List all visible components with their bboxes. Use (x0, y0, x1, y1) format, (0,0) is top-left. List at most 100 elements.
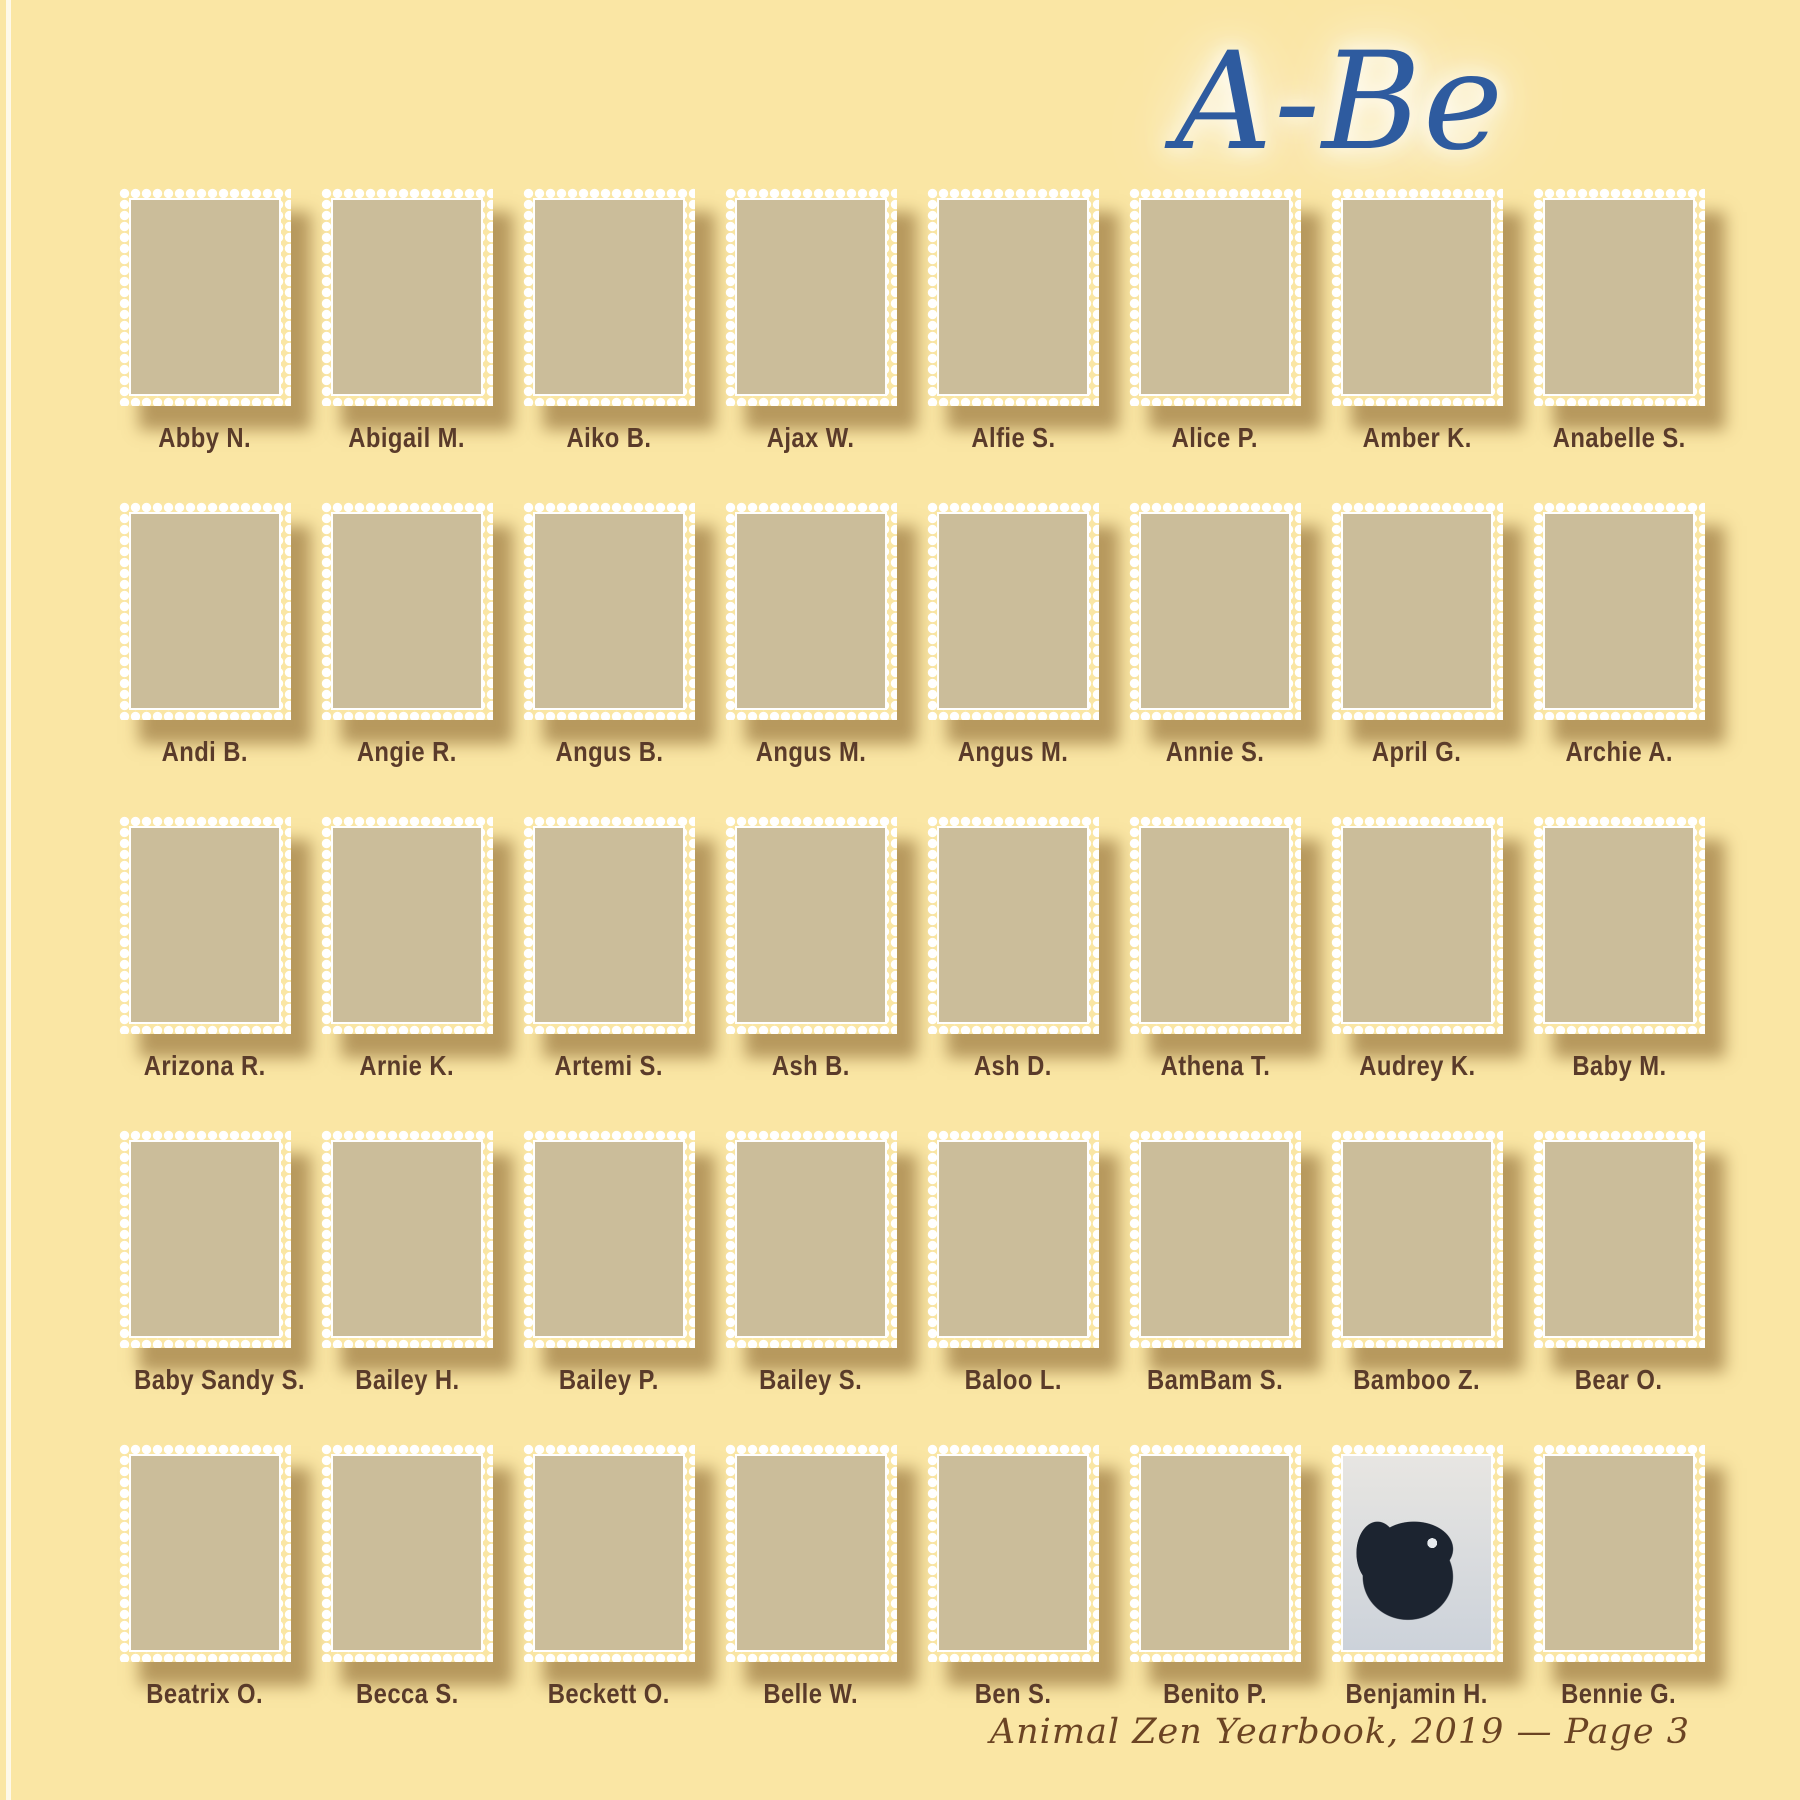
pet-photo-stamp-frame (927, 502, 1099, 720)
pet-photo-stamp-frame (725, 188, 897, 406)
pet-photo-stamp-frame (1533, 502, 1705, 720)
pet-name-label: Ash B. (772, 1050, 850, 1081)
pet-name-label: Artemi S. (554, 1050, 664, 1081)
pet-photo-stamp-frame (1129, 816, 1301, 1034)
dog-photo (1543, 1454, 1695, 1652)
pet-photo-stamp-frame (1533, 1444, 1705, 1662)
pet-photo-stamp-frame (119, 188, 291, 406)
pet-cell: Archie A. (1533, 502, 1705, 768)
dog-photo (1139, 198, 1291, 396)
dog-photo (533, 1454, 685, 1652)
pet-cell: Anabelle S. (1533, 188, 1705, 454)
pet-photo-stamp-frame (119, 502, 291, 720)
dog-photo (1543, 1140, 1695, 1338)
pet-name-label: Benjamin H. (1345, 1678, 1489, 1709)
dog-photo (331, 826, 483, 1024)
pet-name-label: Angus B. (555, 736, 663, 767)
pet-name-label: Amber K. (1362, 422, 1472, 453)
pet-cell: Abigail M. (321, 188, 493, 454)
pet-photo-stamp-frame (1533, 1130, 1705, 1348)
pet-name-label: Anabelle S. (1552, 422, 1686, 453)
dog-photo (937, 826, 1089, 1024)
pet-photo-stamp-frame (725, 502, 897, 720)
pet-name-label: Bailey S. (759, 1364, 863, 1395)
page-footer: Animal Zen Yearbook, 2019 — Page 3 (989, 1712, 1690, 1752)
pet-cell: Bailey H. (321, 1130, 493, 1396)
pet-photo-stamp-frame (1129, 1444, 1301, 1662)
pet-name-label: Bennie G. (1561, 1678, 1677, 1709)
dog-photo (1543, 512, 1695, 710)
pet-cell: Bear O. (1533, 1130, 1705, 1396)
pet-name-label: Bear O. (1575, 1364, 1663, 1395)
pet-grid: Abby N. Abigail M. Aiko B. Ajax W. Alfie S. A… (119, 188, 1705, 1710)
pet-cell: Bailey S. (725, 1130, 897, 1396)
cat-photo (331, 512, 483, 710)
page-title: A-Be (1174, 23, 1505, 180)
pet-name-label: Benito P. (1163, 1678, 1267, 1709)
pet-cell: Audrey K. (1331, 816, 1503, 1082)
pet-name-label: Beatrix O. (146, 1678, 264, 1709)
dog-photo (129, 826, 281, 1024)
pet-cell: Ajax W. (725, 188, 897, 454)
pet-name-label: BamBam S. (1146, 1364, 1284, 1395)
pet-name-label: Ben S. (974, 1678, 1052, 1709)
pet-name-label: Arnie K. (359, 1050, 455, 1081)
pet-cell: Beatrix O. (119, 1444, 291, 1710)
dog-photo (937, 198, 1089, 396)
pet-cell: Angus M. (725, 502, 897, 768)
pet-cell: Baloo L. (927, 1130, 1099, 1396)
pet-cell: Athena T. (1129, 816, 1301, 1082)
dog-photo (1543, 198, 1695, 396)
pet-name-label: Beckett O. (548, 1678, 670, 1709)
dog-photo (1139, 1454, 1291, 1652)
pet-photo-stamp-frame (523, 816, 695, 1034)
pet-name-label: Baby Sandy S. (134, 1364, 305, 1395)
pet-cell: Ben S. (927, 1444, 1099, 1710)
pet-photo-stamp-frame (1129, 502, 1301, 720)
pet-photo-stamp-frame (523, 1444, 695, 1662)
pet-photo-stamp-frame (725, 1130, 897, 1348)
pet-photo-stamp-frame (1533, 816, 1705, 1034)
pet-cell: Belle W. (725, 1444, 897, 1710)
pet-cell: Ash D. (927, 816, 1099, 1082)
pet-photo-stamp-frame (1331, 188, 1503, 406)
pet-cell: Angus M. (927, 502, 1099, 768)
dog-photo (937, 512, 1089, 710)
pet-cell: Benito P. (1129, 1444, 1301, 1710)
pet-cell: Andi B. (119, 502, 291, 768)
pet-name-label: Audrey K. (1358, 1050, 1476, 1081)
pet-cell: Bailey P. (523, 1130, 695, 1396)
cat-photo (735, 512, 887, 710)
dog-photo (331, 1454, 483, 1652)
pet-photo-stamp-frame (1331, 1130, 1503, 1348)
pet-name-label: Baby M. (1571, 1050, 1667, 1081)
pet-name-label: Annie S. (1165, 736, 1265, 767)
pet-name-label: Bailey P. (559, 1364, 659, 1395)
dog-photo (937, 1454, 1089, 1652)
dog-photo (735, 1454, 887, 1652)
pet-cell: Amber K. (1331, 188, 1503, 454)
pet-photo-stamp-frame (1331, 1444, 1503, 1662)
dog-photo (1139, 1140, 1291, 1338)
dog-photo (937, 1140, 1089, 1338)
pet-name-label: Athena T. (1160, 1050, 1270, 1081)
pet-cell: Arizona R. (119, 816, 291, 1082)
pet-name-label: Archie A. (1565, 736, 1673, 767)
pet-cell: Baby Sandy S. (119, 1130, 305, 1396)
dog-photo (1341, 512, 1493, 710)
cat-photo (129, 1140, 281, 1338)
dog-photo (129, 512, 281, 710)
pet-cell: Benjamin H. (1331, 1444, 1503, 1710)
pet-name-label: Abigail M. (348, 422, 466, 453)
pet-name-label: Angie R. (357, 736, 457, 767)
pet-photo-stamp-frame (119, 1130, 291, 1348)
dog-photo (533, 1140, 685, 1338)
page-left-edge-line (6, 0, 11, 1800)
pet-photo-stamp-frame (927, 188, 1099, 406)
pet-photo-stamp-frame (927, 816, 1099, 1034)
pet-cell: Angie R. (321, 502, 493, 768)
pet-name-label: Becca S. (355, 1678, 459, 1709)
pet-name-label: Baloo L. (964, 1364, 1062, 1395)
cat-photo (331, 1140, 483, 1338)
pet-name-label: Belle W. (763, 1678, 859, 1709)
